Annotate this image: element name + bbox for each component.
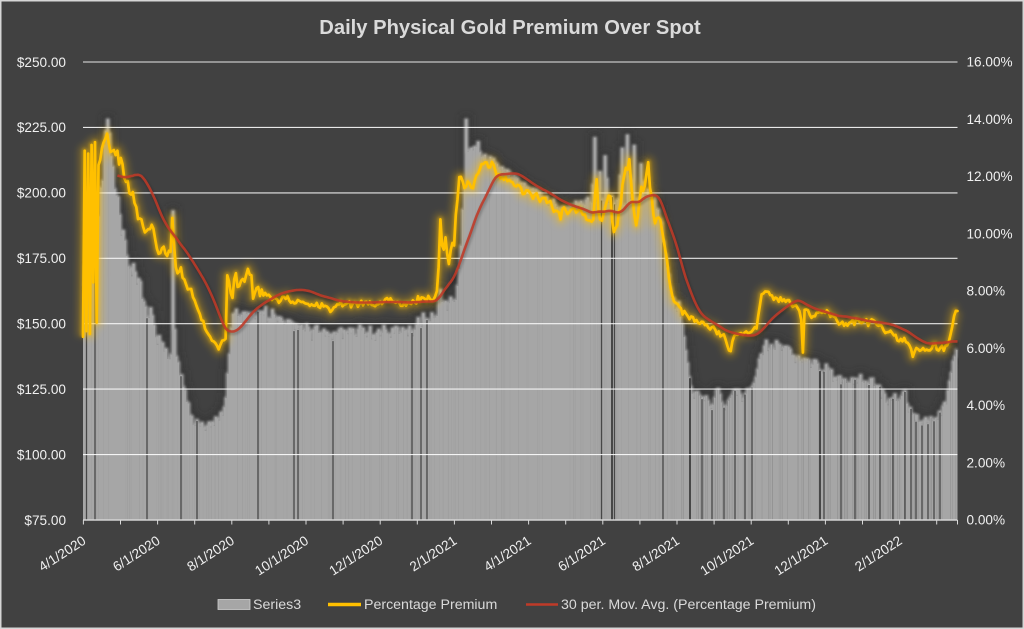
svg-text:14.00%: 14.00% bbox=[967, 112, 1013, 127]
svg-text:$225.00: $225.00 bbox=[17, 120, 67, 135]
svg-text:$175.00: $175.00 bbox=[17, 251, 67, 266]
svg-text:$100.00: $100.00 bbox=[17, 447, 67, 462]
svg-text:30 per. Mov. Avg. (Percentage: 30 per. Mov. Avg. (Percentage Premium) bbox=[561, 597, 816, 613]
svg-text:Series3: Series3 bbox=[253, 597, 301, 613]
svg-text:0.00%: 0.00% bbox=[967, 513, 1006, 528]
svg-text:10.00%: 10.00% bbox=[967, 226, 1013, 241]
svg-text:12.00%: 12.00% bbox=[967, 169, 1013, 184]
svg-text:8.00%: 8.00% bbox=[967, 284, 1006, 299]
svg-text:4.00%: 4.00% bbox=[967, 398, 1006, 413]
svg-text:$250.00: $250.00 bbox=[17, 55, 67, 70]
svg-text:$125.00: $125.00 bbox=[17, 382, 67, 397]
svg-text:Percentage Premium: Percentage Premium bbox=[364, 597, 497, 613]
svg-text:6.00%: 6.00% bbox=[967, 341, 1006, 356]
svg-text:$150.00: $150.00 bbox=[17, 317, 67, 332]
svg-text:$200.00: $200.00 bbox=[17, 186, 67, 201]
svg-text:2.00%: 2.00% bbox=[967, 455, 1006, 470]
svg-text:$75.00: $75.00 bbox=[24, 513, 66, 528]
svg-text:Daily Physical Gold Premium Ov: Daily Physical Gold Premium Over Spot bbox=[319, 17, 701, 39]
svg-text:16.00%: 16.00% bbox=[967, 55, 1013, 70]
